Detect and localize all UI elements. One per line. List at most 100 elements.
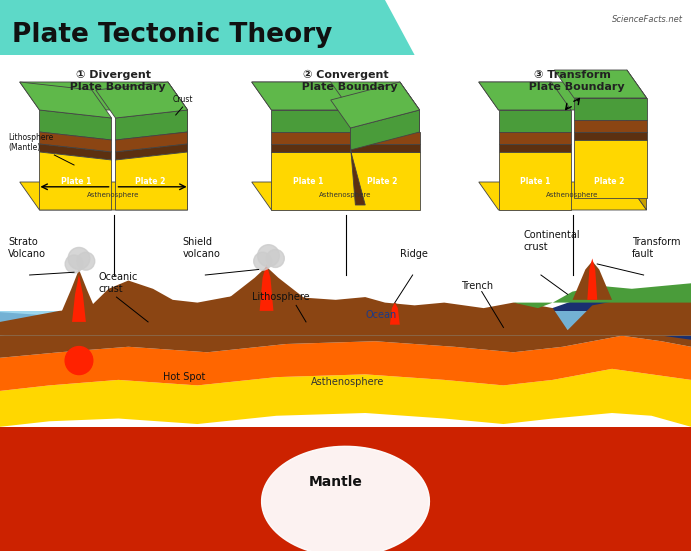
Polygon shape xyxy=(252,82,419,110)
Polygon shape xyxy=(0,0,414,55)
Polygon shape xyxy=(513,283,691,308)
Text: Oceanic
crust: Oceanic crust xyxy=(99,272,138,294)
Polygon shape xyxy=(351,145,365,205)
Polygon shape xyxy=(262,446,429,551)
Polygon shape xyxy=(626,116,647,152)
Polygon shape xyxy=(116,110,188,140)
Bar xyxy=(0,311,691,336)
Text: Plate Tectonic Theory: Plate Tectonic Theory xyxy=(12,22,332,48)
Polygon shape xyxy=(252,82,351,110)
Polygon shape xyxy=(574,120,647,132)
Polygon shape xyxy=(0,369,691,427)
Polygon shape xyxy=(20,82,111,118)
Circle shape xyxy=(68,247,90,269)
Polygon shape xyxy=(587,258,597,300)
Polygon shape xyxy=(20,182,188,210)
Circle shape xyxy=(253,252,272,270)
Text: Asthenosphere: Asthenosphere xyxy=(547,192,598,198)
Text: Plate 1: Plate 1 xyxy=(62,176,92,186)
Text: Plate 2: Plate 2 xyxy=(368,176,398,186)
Polygon shape xyxy=(116,144,188,160)
Text: Asthenosphere: Asthenosphere xyxy=(88,192,140,198)
Polygon shape xyxy=(400,104,419,144)
Polygon shape xyxy=(479,82,571,110)
Polygon shape xyxy=(116,132,188,152)
Text: Strato
Volcano: Strato Volcano xyxy=(8,237,46,259)
Bar xyxy=(0,427,691,551)
Polygon shape xyxy=(574,98,647,120)
Polygon shape xyxy=(498,110,571,132)
Polygon shape xyxy=(0,280,691,336)
Polygon shape xyxy=(0,336,691,391)
Text: Plate 1: Plate 1 xyxy=(520,176,551,186)
Text: Crust: Crust xyxy=(173,95,193,104)
Circle shape xyxy=(77,252,94,270)
Polygon shape xyxy=(400,116,419,152)
Text: Continental
crust: Continental crust xyxy=(523,230,580,252)
Polygon shape xyxy=(252,182,419,210)
Polygon shape xyxy=(72,274,86,322)
Text: Lithosphere
(Mantle): Lithosphere (Mantle) xyxy=(8,133,53,152)
Polygon shape xyxy=(626,70,647,198)
Polygon shape xyxy=(400,82,419,132)
Polygon shape xyxy=(626,70,647,120)
Polygon shape xyxy=(96,82,188,118)
Polygon shape xyxy=(574,132,647,140)
Polygon shape xyxy=(0,298,691,340)
Polygon shape xyxy=(39,132,111,152)
Polygon shape xyxy=(20,82,188,110)
Polygon shape xyxy=(498,144,571,152)
Text: Mantle: Mantle xyxy=(309,475,363,489)
Polygon shape xyxy=(626,104,647,144)
Polygon shape xyxy=(272,132,419,144)
Text: Asthenosphere: Asthenosphere xyxy=(311,377,384,387)
Text: ① Divergent
  Plate Boundary: ① Divergent Plate Boundary xyxy=(62,70,165,91)
Polygon shape xyxy=(168,82,188,210)
Text: ScienceFacts.net: ScienceFacts.net xyxy=(612,15,683,24)
Polygon shape xyxy=(39,144,111,160)
Circle shape xyxy=(65,255,83,273)
Circle shape xyxy=(258,245,279,267)
Polygon shape xyxy=(57,269,101,322)
Text: Transform
fault: Transform fault xyxy=(632,237,680,259)
Text: Ridge: Ridge xyxy=(400,249,428,259)
Polygon shape xyxy=(0,302,691,358)
Text: Shield
volcano: Shield volcano xyxy=(183,237,220,259)
Polygon shape xyxy=(574,140,647,198)
Polygon shape xyxy=(479,182,647,210)
Polygon shape xyxy=(390,302,400,325)
Polygon shape xyxy=(168,104,188,144)
Polygon shape xyxy=(498,152,571,210)
Polygon shape xyxy=(479,82,647,110)
Polygon shape xyxy=(39,110,111,140)
Polygon shape xyxy=(116,152,188,210)
Text: Trench: Trench xyxy=(461,281,493,291)
Polygon shape xyxy=(498,132,571,144)
Text: Plate 2: Plate 2 xyxy=(135,176,166,186)
Polygon shape xyxy=(330,82,419,128)
Text: Lithosphere: Lithosphere xyxy=(252,292,309,302)
Polygon shape xyxy=(272,144,419,152)
Polygon shape xyxy=(260,264,274,311)
Polygon shape xyxy=(39,152,111,210)
Polygon shape xyxy=(573,261,612,300)
Polygon shape xyxy=(351,110,419,150)
Text: Hot Spot: Hot Spot xyxy=(163,372,205,382)
Text: Ocean: Ocean xyxy=(365,310,396,320)
Polygon shape xyxy=(272,110,351,132)
Text: ③ Transform
  Plate Boundary: ③ Transform Plate Boundary xyxy=(521,70,624,91)
Polygon shape xyxy=(554,70,647,98)
Polygon shape xyxy=(168,116,188,152)
Polygon shape xyxy=(168,82,188,132)
Polygon shape xyxy=(626,82,647,210)
Text: Plate 1: Plate 1 xyxy=(293,176,323,186)
Circle shape xyxy=(65,347,93,375)
Text: ② Convergent
  Plate Boundary: ② Convergent Plate Boundary xyxy=(294,70,398,92)
Polygon shape xyxy=(365,302,424,325)
Text: Asthenosphere: Asthenosphere xyxy=(319,192,372,198)
Polygon shape xyxy=(212,267,321,311)
Polygon shape xyxy=(400,82,419,210)
Polygon shape xyxy=(626,82,647,132)
Circle shape xyxy=(267,250,284,267)
Polygon shape xyxy=(272,152,419,210)
